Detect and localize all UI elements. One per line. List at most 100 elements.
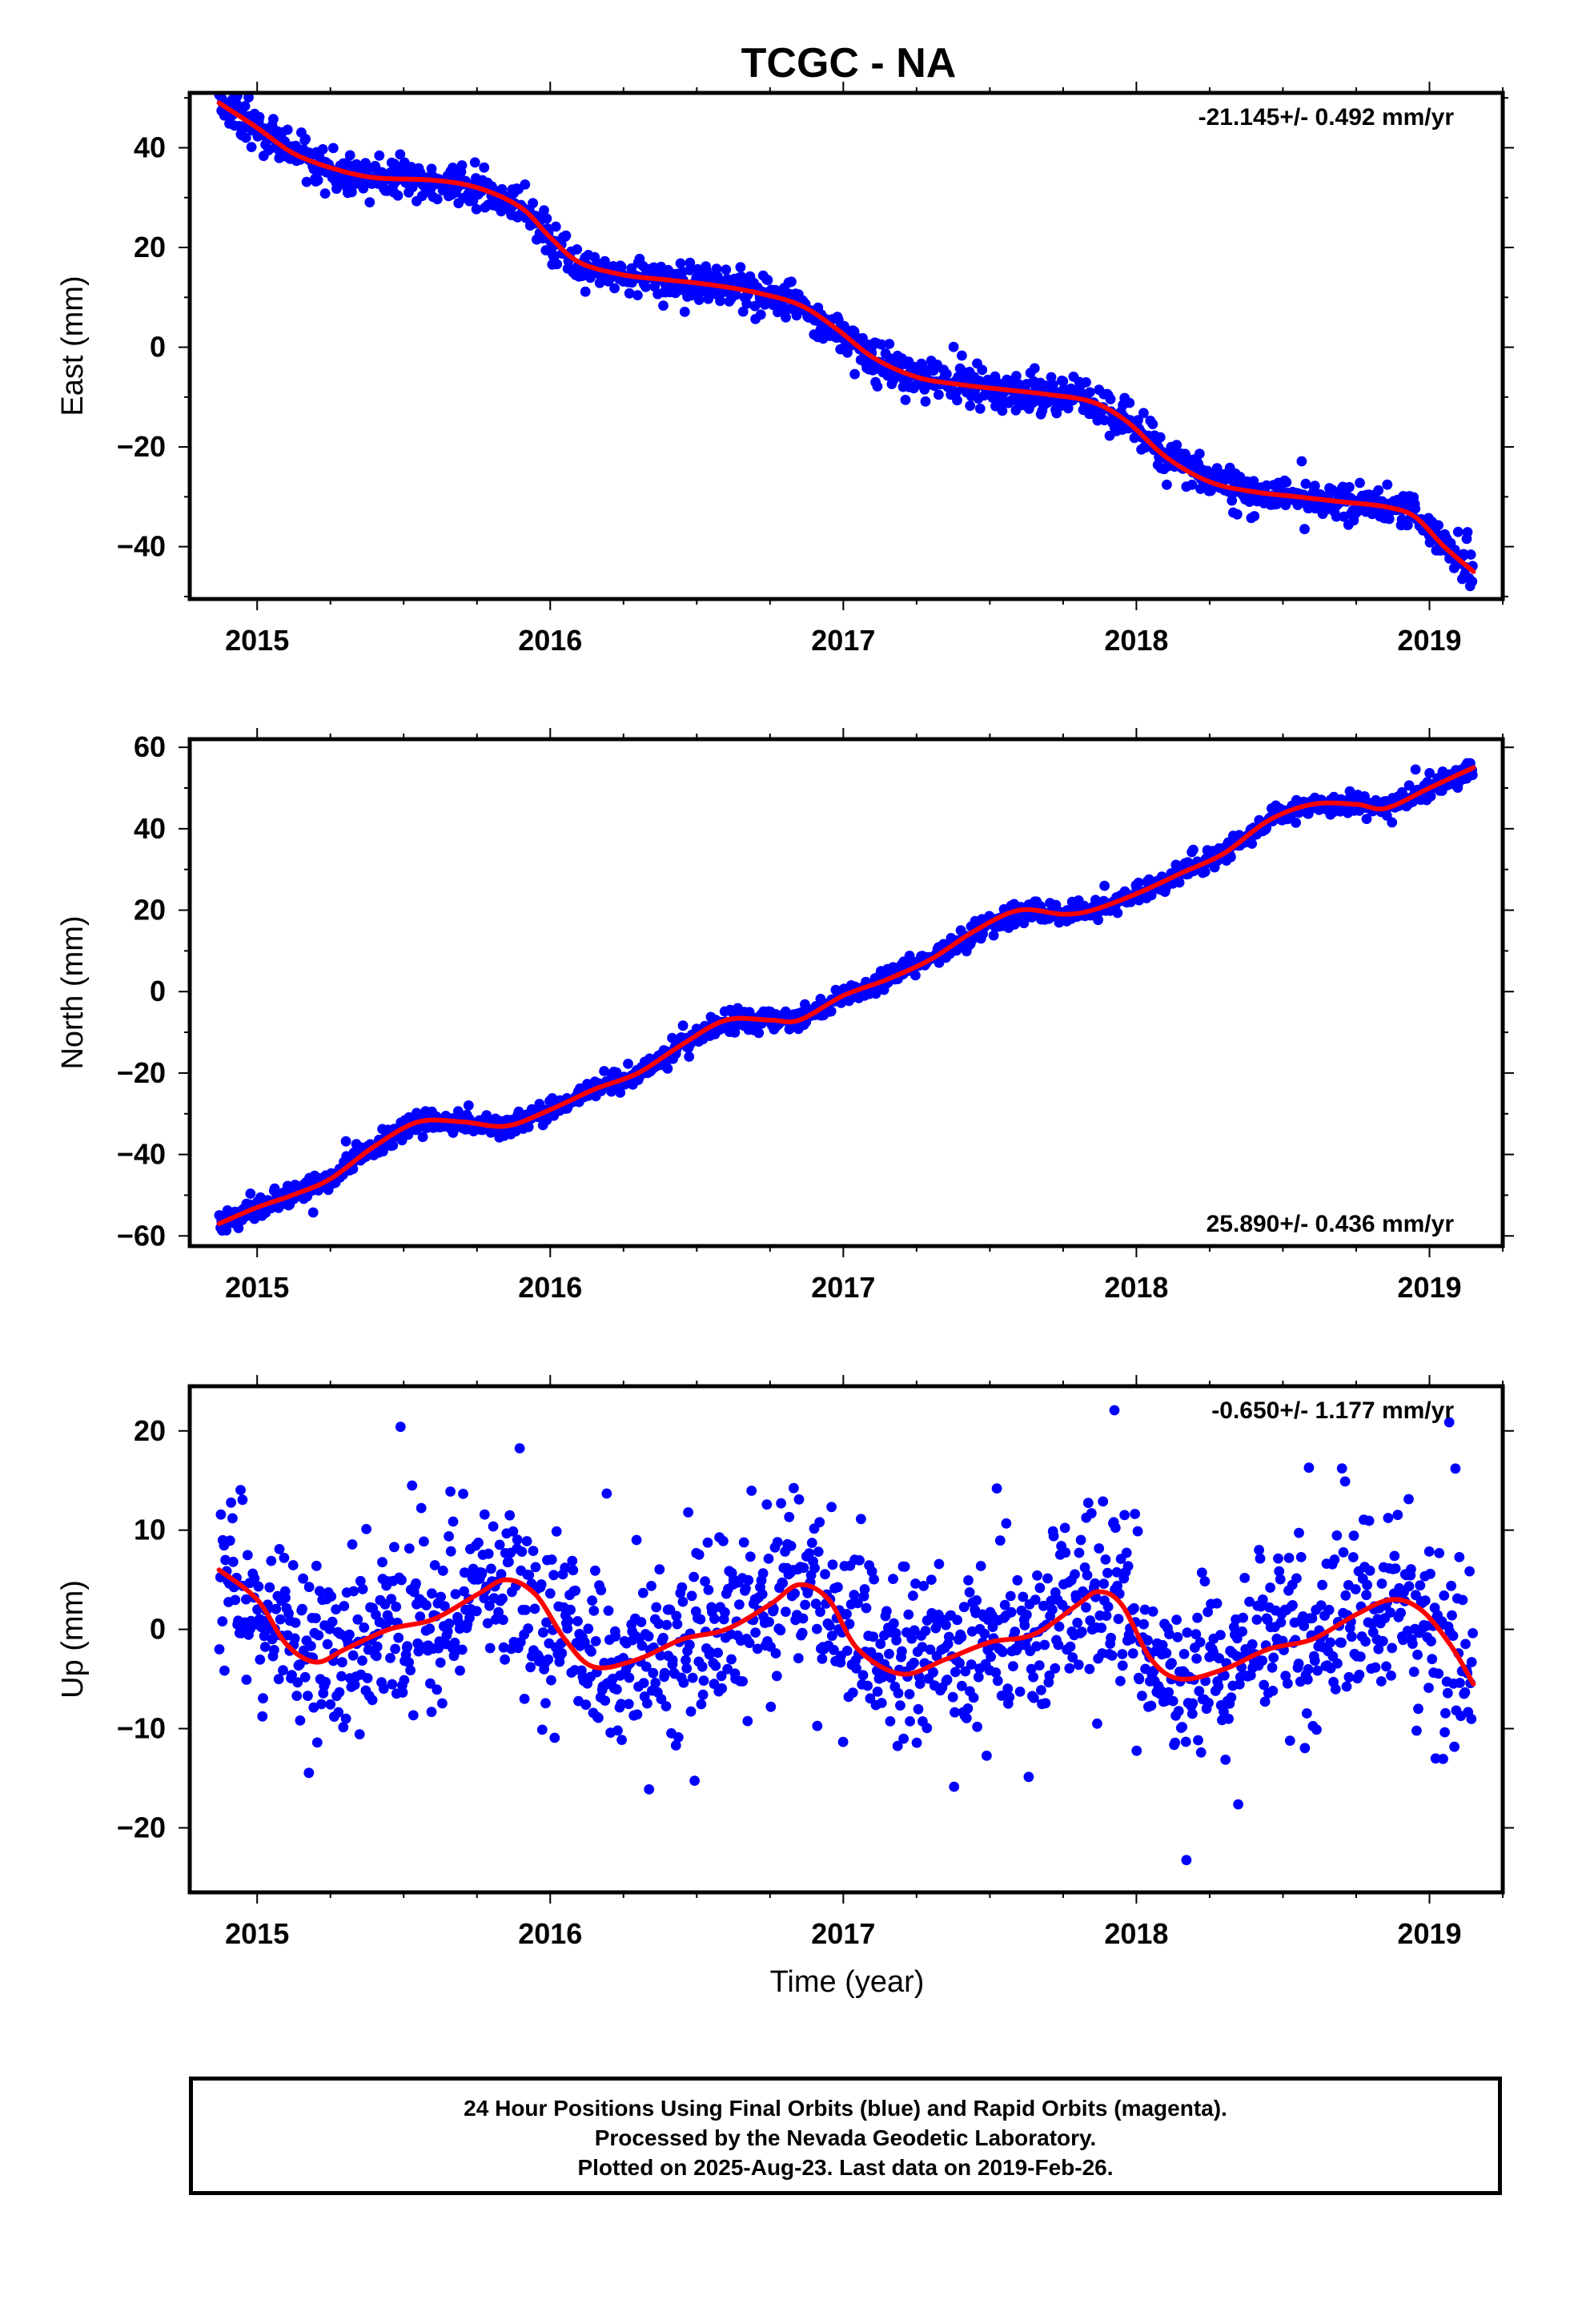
data-point bbox=[812, 1623, 822, 1634]
data-point bbox=[875, 1638, 886, 1650]
data-point bbox=[407, 1480, 418, 1491]
data-point bbox=[389, 1542, 400, 1553]
data-point bbox=[1247, 1638, 1258, 1650]
data-point bbox=[741, 1583, 751, 1594]
y-tick-label: −20 bbox=[117, 1811, 166, 1844]
data-point bbox=[744, 1638, 755, 1648]
data-point bbox=[287, 1560, 299, 1570]
data-point bbox=[1340, 1590, 1351, 1601]
y-tick-label: 20 bbox=[134, 1414, 166, 1447]
data-point bbox=[528, 1546, 539, 1556]
data-point bbox=[530, 1562, 541, 1573]
data-point bbox=[1036, 1685, 1046, 1695]
data-point bbox=[1430, 1753, 1441, 1764]
data-point bbox=[650, 1678, 661, 1688]
data-point bbox=[580, 1637, 590, 1648]
data-point bbox=[962, 1703, 974, 1714]
data-point bbox=[303, 1691, 313, 1702]
data-point bbox=[1450, 1463, 1461, 1474]
data-point bbox=[1392, 1510, 1403, 1521]
data-point bbox=[1006, 1606, 1017, 1618]
data-point bbox=[928, 1667, 938, 1678]
data-point bbox=[227, 1556, 239, 1567]
data-point bbox=[865, 1647, 877, 1658]
data-point bbox=[1425, 1568, 1435, 1579]
data-point bbox=[889, 1618, 899, 1629]
data-point bbox=[869, 1574, 879, 1585]
data-point bbox=[298, 1645, 309, 1656]
data-point bbox=[670, 1740, 681, 1751]
data-point bbox=[1174, 877, 1185, 888]
data-point bbox=[344, 1629, 355, 1640]
data-point bbox=[1214, 1653, 1225, 1664]
data-point bbox=[348, 1586, 359, 1597]
data-point bbox=[1085, 1615, 1096, 1626]
data-point bbox=[679, 307, 690, 317]
data-point bbox=[1101, 1610, 1112, 1621]
data-point bbox=[484, 1600, 495, 1611]
data-point bbox=[319, 188, 331, 199]
data-point bbox=[1373, 1643, 1384, 1655]
data-point bbox=[741, 299, 753, 309]
data-point bbox=[580, 1699, 592, 1711]
plot-frame bbox=[187, 1384, 1505, 1895]
data-point bbox=[519, 1694, 530, 1704]
data-point bbox=[237, 1494, 248, 1506]
data-point bbox=[493, 1606, 504, 1618]
data-point bbox=[1203, 1698, 1214, 1708]
data-point bbox=[259, 1642, 271, 1652]
data-point bbox=[337, 1657, 347, 1668]
data-point bbox=[885, 1716, 896, 1727]
data-point bbox=[599, 1066, 609, 1076]
data-point bbox=[1433, 1668, 1444, 1679]
data-point bbox=[862, 1680, 873, 1691]
data-point bbox=[408, 1710, 419, 1721]
data-point bbox=[658, 1632, 669, 1643]
data-point bbox=[632, 290, 643, 300]
data-point bbox=[1446, 1580, 1456, 1591]
data-point bbox=[817, 1654, 828, 1664]
data-point bbox=[432, 1684, 443, 1695]
data-point bbox=[1362, 1579, 1372, 1590]
data-point bbox=[1317, 1579, 1327, 1590]
data-point bbox=[1376, 1578, 1387, 1589]
data-point bbox=[718, 1536, 729, 1546]
data-point bbox=[1219, 1670, 1230, 1681]
data-point bbox=[1267, 1686, 1279, 1696]
data-point bbox=[889, 374, 899, 385]
data-point bbox=[1419, 1595, 1431, 1606]
data-point bbox=[1410, 503, 1421, 514]
data-point bbox=[776, 1498, 786, 1509]
data-point bbox=[749, 300, 761, 312]
data-point bbox=[624, 287, 635, 299]
data-point bbox=[637, 1587, 648, 1598]
data-point bbox=[1232, 509, 1243, 520]
data-point bbox=[1112, 1580, 1122, 1591]
data-point bbox=[841, 1646, 853, 1656]
data-point bbox=[1191, 1629, 1202, 1640]
data-point bbox=[1344, 786, 1355, 797]
data-point bbox=[624, 1672, 635, 1683]
data-point bbox=[746, 1486, 757, 1496]
y-tick-label: −40 bbox=[117, 530, 166, 563]
data-point bbox=[813, 1546, 824, 1557]
data-point bbox=[435, 1657, 446, 1668]
data-point bbox=[667, 1655, 678, 1666]
data-point bbox=[1257, 1594, 1268, 1605]
data-point bbox=[257, 1711, 268, 1722]
data-point bbox=[1339, 1476, 1351, 1487]
data-point bbox=[905, 1716, 915, 1727]
data-point bbox=[240, 132, 251, 143]
data-point bbox=[1022, 1610, 1032, 1620]
data-point bbox=[1117, 1649, 1128, 1659]
data-point bbox=[1213, 1681, 1224, 1692]
data-point bbox=[1434, 1548, 1445, 1558]
data-point bbox=[921, 1723, 933, 1734]
data-point bbox=[941, 1619, 951, 1630]
data-point bbox=[726, 1654, 737, 1665]
data-point bbox=[551, 1526, 562, 1537]
data-point bbox=[895, 1700, 905, 1711]
data-point bbox=[1048, 1530, 1059, 1542]
data-point bbox=[1098, 1578, 1110, 1589]
data-point bbox=[1170, 1737, 1181, 1748]
